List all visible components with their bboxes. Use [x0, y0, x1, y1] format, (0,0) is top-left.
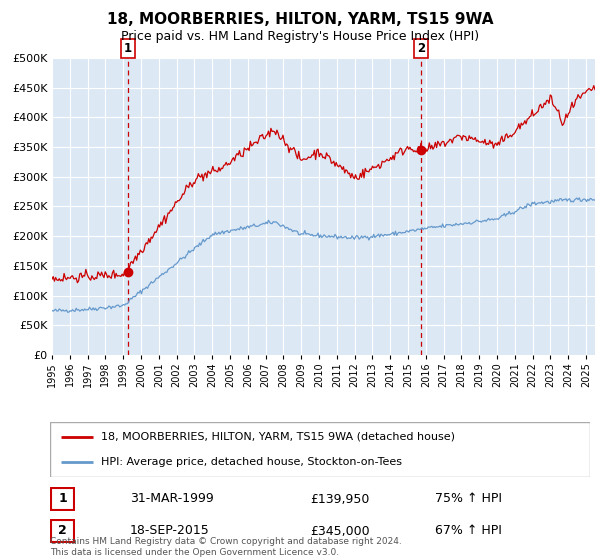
- Text: HPI: Average price, detached house, Stockton-on-Tees: HPI: Average price, detached house, Stoc…: [101, 457, 403, 467]
- Text: Contains HM Land Registry data © Crown copyright and database right 2024.: Contains HM Land Registry data © Crown c…: [50, 537, 402, 546]
- Text: 31-MAR-1999: 31-MAR-1999: [130, 492, 214, 506]
- Text: 18, MOORBERRIES, HILTON, YARM, TS15 9WA: 18, MOORBERRIES, HILTON, YARM, TS15 9WA: [107, 12, 493, 27]
- Text: 18-SEP-2015: 18-SEP-2015: [130, 525, 210, 538]
- Text: 1: 1: [124, 42, 132, 55]
- Text: 2: 2: [417, 42, 425, 55]
- Text: This data is licensed under the Open Government Licence v3.0.: This data is licensed under the Open Gov…: [50, 548, 339, 557]
- Text: £345,000: £345,000: [310, 525, 370, 538]
- Text: 2: 2: [58, 525, 67, 538]
- Text: 75% ↑ HPI: 75% ↑ HPI: [435, 492, 502, 506]
- Text: 1: 1: [58, 492, 67, 506]
- Text: 67% ↑ HPI: 67% ↑ HPI: [435, 525, 502, 538]
- Text: £139,950: £139,950: [310, 492, 370, 506]
- Text: 18, MOORBERRIES, HILTON, YARM, TS15 9WA (detached house): 18, MOORBERRIES, HILTON, YARM, TS15 9WA …: [101, 432, 455, 442]
- Text: Price paid vs. HM Land Registry's House Price Index (HPI): Price paid vs. HM Land Registry's House …: [121, 30, 479, 43]
